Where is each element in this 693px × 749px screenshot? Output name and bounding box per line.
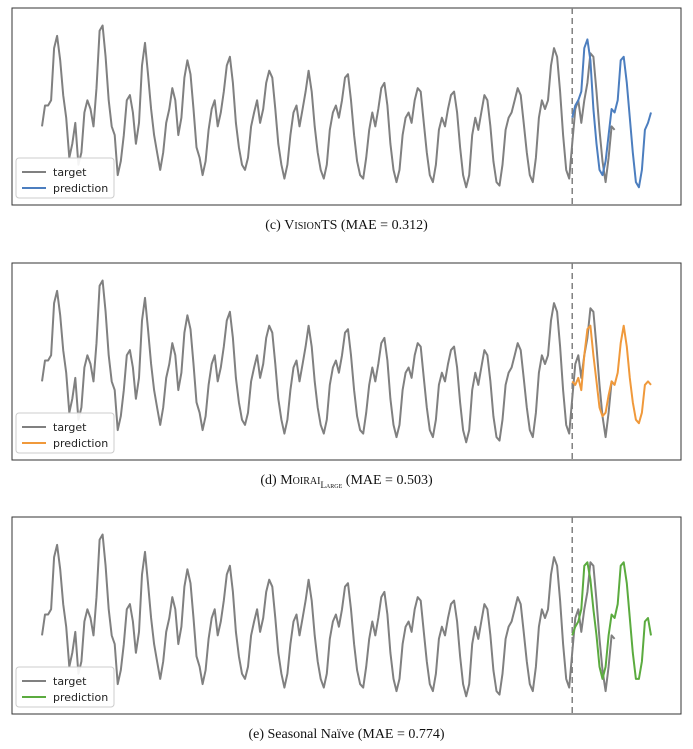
- legend-label-prediction: prediction: [53, 182, 108, 195]
- caption-suffix: (MAE = 0.774): [354, 727, 445, 742]
- chart-plot-e: target prediction: [11, 516, 682, 715]
- caption-e: (e) Seasonal Naïve (MAE = 0.774): [0, 727, 693, 743]
- caption-d: (d) MoiraiLarge (MAE = 0.503): [0, 473, 693, 490]
- caption-prefix: (e): [248, 727, 268, 742]
- target-series-line: [41, 533, 616, 698]
- prediction-series-line: [571, 38, 652, 189]
- legend: target prediction: [15, 666, 115, 708]
- legend-label-target: target: [53, 166, 87, 179]
- caption-model: Seasonal Naïve: [267, 727, 355, 742]
- legend-label-target: target: [53, 421, 87, 434]
- legend: target prediction: [15, 412, 115, 454]
- caption-suffix: (MAE = 0.312): [337, 218, 428, 233]
- target-series-line: [41, 24, 616, 189]
- prediction-series-line: [571, 561, 652, 680]
- chart-plot-c: target prediction: [11, 7, 682, 206]
- caption-c: (c) VisionTS (MAE = 0.312): [0, 218, 693, 234]
- caption-model: Moirai: [280, 473, 321, 488]
- chart-plot-d: target prediction: [11, 262, 682, 461]
- caption-prefix: (d): [260, 473, 281, 488]
- target-series-line: [41, 279, 616, 444]
- legend: target prediction: [15, 157, 115, 199]
- caption-model: VisionTS: [284, 218, 338, 233]
- legend-label-target: target: [53, 675, 87, 688]
- legend-label-prediction: prediction: [53, 437, 108, 450]
- caption-model-sub: Large: [320, 479, 343, 490]
- caption-suffix: (MAE = 0.503): [342, 473, 433, 488]
- prediction-series-line: [571, 324, 652, 425]
- legend-label-prediction: prediction: [53, 691, 108, 704]
- caption-prefix: (c): [265, 218, 285, 233]
